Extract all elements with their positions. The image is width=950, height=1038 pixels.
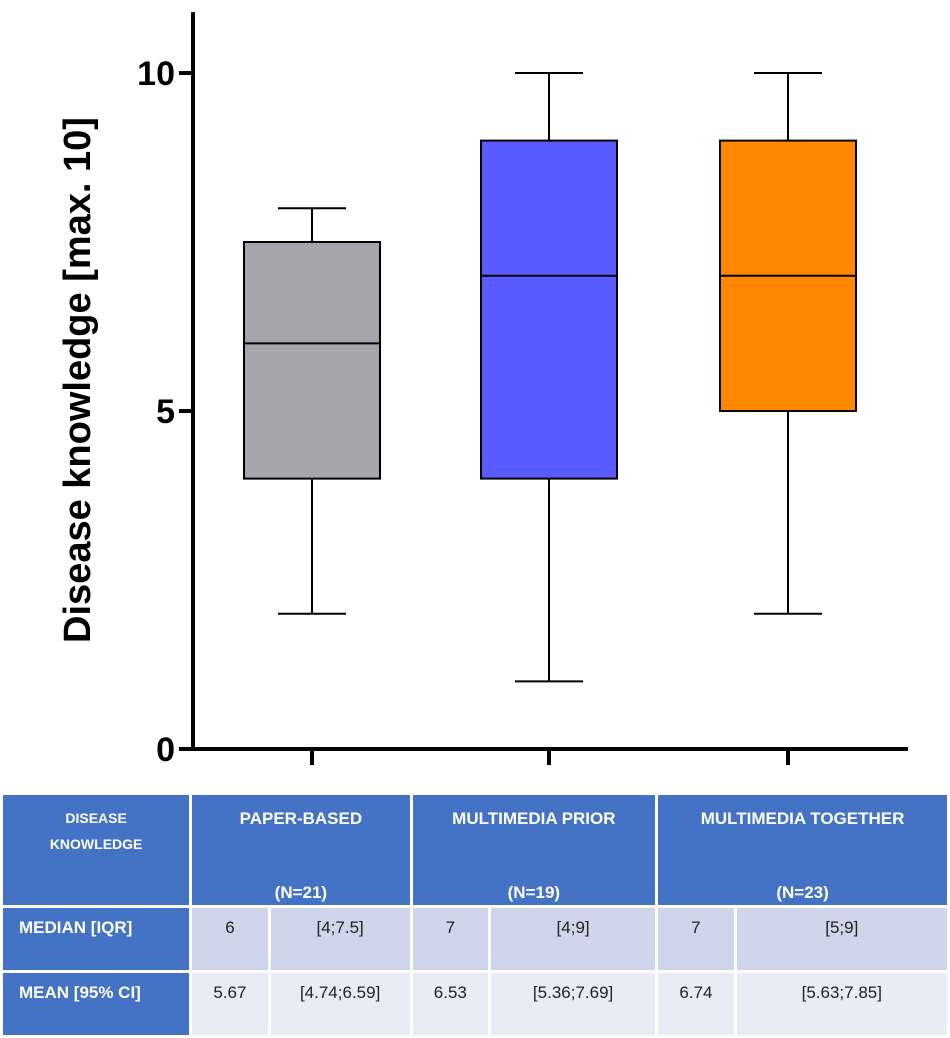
column-n: (N=19) [507, 883, 561, 902]
table-cell: [4.74;6.59] [270, 973, 410, 1035]
table-row-mean: MEAN [95% CI] 5.67 [4.74;6.59] 6.53 [5.3… [3, 973, 947, 1035]
y-tick-label: 0 [156, 731, 175, 769]
corner-line1: DISEASE [65, 810, 127, 826]
table-cell: [5.63;7.85] [736, 973, 947, 1035]
table-cell: 6.53 [412, 973, 489, 1035]
table-row-median: MEDIAN [IQR] 6 [4;7.5] 7 [4;9] 7 [5;9] [3, 908, 947, 970]
column-title: MULTIMEDIA TOGETHER [700, 809, 905, 828]
box-2 [719, 72, 857, 615]
iqr-box [243, 241, 381, 480]
box-1 [480, 72, 618, 683]
row-label: MEDIAN [IQR] [3, 908, 190, 970]
y-axis-label: Disease knowledge [max. 10] [57, 117, 99, 643]
column-title: PAPER-BASED [239, 809, 363, 828]
row-label: MEAN [95% CI] [3, 973, 190, 1035]
box-plot-chart: 0 5 10 Disease knowledge [max. 10] [57, 12, 908, 769]
table-cell: 6.74 [658, 973, 734, 1035]
table-cell: [4;7.5] [270, 908, 410, 970]
table-header-row: DISEASE KNOWLEDGE PAPER-BASED (N=21) MUL… [3, 795, 947, 905]
table-cell: [5;9] [736, 908, 947, 970]
box-0 [243, 207, 381, 615]
summary-table: DISEASE KNOWLEDGE PAPER-BASED (N=21) MUL… [0, 792, 950, 1038]
column-header-paper: PAPER-BASED (N=21) [192, 795, 410, 905]
column-header-multimedia-prior: MULTIMEDIA PRIOR (N=19) [412, 795, 656, 905]
table-cell: 7 [412, 908, 489, 970]
table-corner-cell: DISEASE KNOWLEDGE [3, 795, 190, 905]
y-tick-label: 5 [156, 393, 175, 431]
y-tick-label: 10 [137, 55, 175, 93]
table-cell: 5.67 [192, 973, 268, 1035]
axes: 0 5 10 [137, 12, 908, 769]
column-n: (N=23) [776, 883, 829, 902]
column-header-multimedia-together: MULTIMEDIA TOGETHER (N=23) [658, 795, 947, 905]
column-title: MULTIMEDIA PRIOR [452, 809, 616, 828]
iqr-box [480, 139, 618, 480]
table-cell: [4;9] [491, 908, 656, 970]
column-n: (N=21) [274, 883, 328, 902]
table-cell: 6 [192, 908, 268, 970]
corner-line2: KNOWLEDGE [49, 836, 143, 852]
table-cell: [5.36;7.69] [491, 973, 656, 1035]
boxes [243, 72, 857, 683]
table-cell: 7 [658, 908, 734, 970]
